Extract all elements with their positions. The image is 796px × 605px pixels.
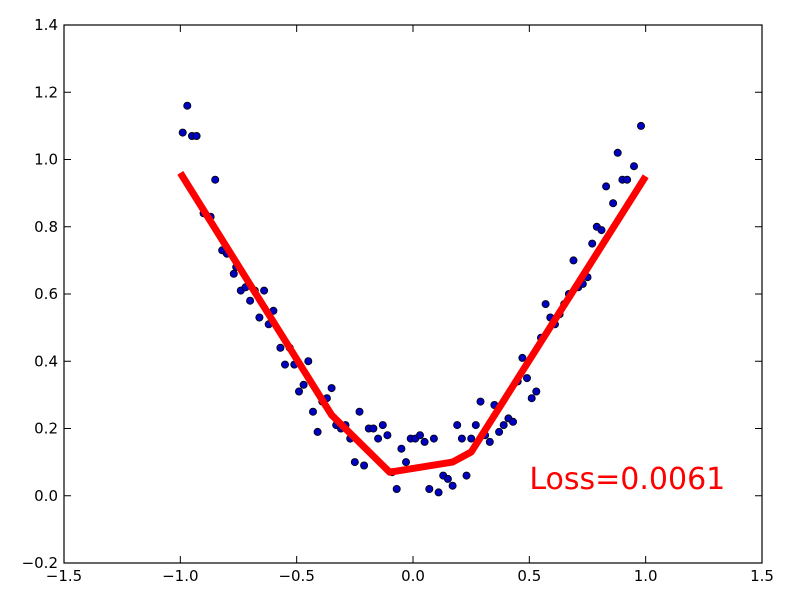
data-point [192,131,201,140]
y-tick-label: 0.6 [34,285,58,303]
x-tick-label: −1.0 [162,567,198,585]
data-point [211,175,220,184]
data-point [304,357,313,366]
x-tick-label: 0.0 [401,567,425,585]
data-point [541,300,550,309]
data-point [420,437,429,446]
x-tick-label: −1.5 [46,567,82,585]
y-tick-label: 1.4 [34,16,58,34]
data-point [443,474,452,483]
x-tick-label: 1.5 [750,567,774,585]
data-point [569,256,578,265]
data-point [508,417,517,426]
y-tick-label: 0.0 [34,487,58,505]
y-tick-label: −0.2 [22,554,58,572]
data-point [588,239,597,248]
data-point [523,374,532,383]
data-point [327,384,336,393]
data-point [378,421,387,430]
loss-annotation: Loss=0.0061 [529,462,725,497]
data-point [630,162,639,171]
data-point [374,434,383,443]
data-point [299,380,308,389]
data-point [495,427,504,436]
data-point [527,394,536,403]
data-point [448,481,457,490]
data-point [623,175,632,184]
data-point [294,387,303,396]
data-point [597,226,606,235]
data-point [397,444,406,453]
y-tick-label: 1.0 [34,151,58,169]
x-tick-label: 1.0 [634,567,658,585]
data-point [471,421,480,430]
x-tick-label: 0.5 [517,567,541,585]
data-point [369,424,378,433]
data-point [613,148,622,157]
data-point [457,434,466,443]
data-point [355,407,364,416]
data-point [425,484,434,493]
data-point [434,488,443,497]
data-point [178,128,187,137]
axes: −1.5 −1.0 −0.5 0.0 0.5 1.0 1.5 −0.2 0.0 0.2 0.4 0.6… [22,16,774,585]
data-point [485,437,494,446]
data-point [429,434,438,443]
data-point [246,296,255,305]
plot-area [177,101,649,497]
data-point [499,421,508,430]
y-tick-label: 1.2 [34,83,58,101]
data-point [602,182,611,191]
data-point [183,101,192,110]
fit-line [177,171,649,476]
data-point [476,397,485,406]
data-point [467,434,476,443]
data-point [255,313,264,322]
data-point [609,199,618,208]
data-point [453,421,462,430]
data-point [532,387,541,396]
y-tick-label: 0.8 [34,218,58,236]
x-tick-label: −0.5 [278,567,314,585]
data-point [313,427,322,436]
data-point [276,343,285,352]
data-point [350,458,359,467]
y-tick-label: 0.4 [34,352,58,370]
data-point [637,121,646,130]
data-point [401,458,410,467]
data-point [280,360,289,369]
data-point [308,407,317,416]
data-point [392,484,401,493]
data-point [260,286,269,295]
data-point [518,353,527,362]
y-tick-label: 0.2 [34,420,58,438]
data-point [383,431,392,440]
data-point [462,471,471,480]
data-point [229,269,238,278]
data-point [415,431,424,440]
data-point [360,461,369,470]
